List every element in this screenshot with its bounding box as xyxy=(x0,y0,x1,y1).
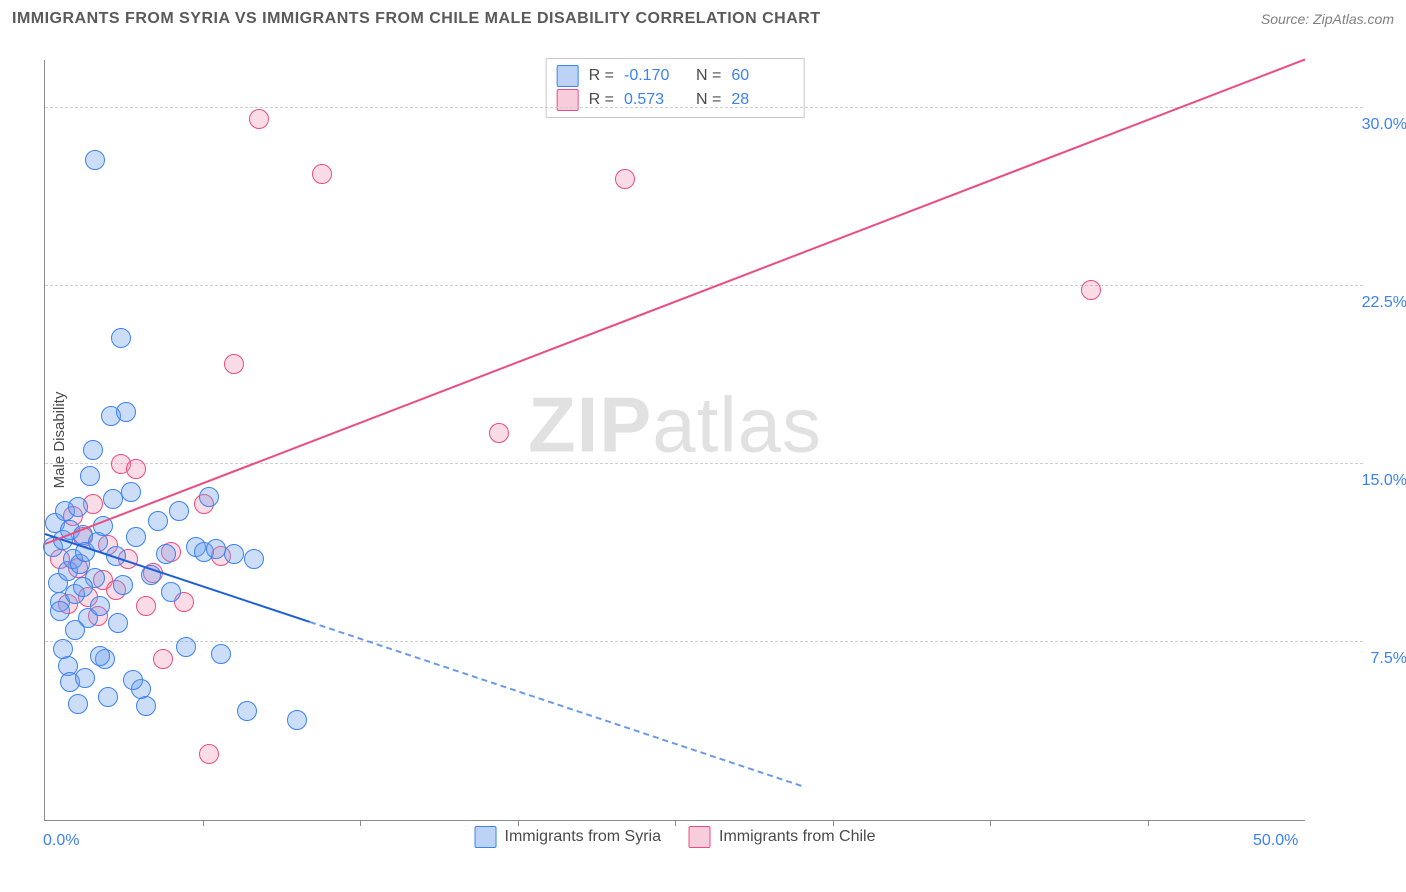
r-value: 0.573 xyxy=(624,88,686,112)
scatter-point xyxy=(126,527,146,547)
scatter-point xyxy=(161,582,181,602)
scatter-point xyxy=(65,620,85,640)
stat-row-syria: R = -0.170 N = 60 xyxy=(557,64,794,88)
scatter-point xyxy=(75,668,95,688)
gridline-h xyxy=(45,285,1363,286)
chart-title: IMMIGRANTS FROM SYRIA VS IMMIGRANTS FROM… xyxy=(12,10,821,28)
trendline-chile xyxy=(45,58,1306,544)
r-label: R = xyxy=(589,88,614,112)
scatter-point xyxy=(249,109,269,129)
scatter-point xyxy=(489,423,509,443)
scatter-point xyxy=(68,497,88,517)
x-tick-mark xyxy=(1148,820,1149,826)
x-tick-mark xyxy=(833,820,834,826)
scatter-point xyxy=(90,596,110,616)
y-tick-label: 15.0% xyxy=(1317,472,1406,490)
source-prefix: Source: xyxy=(1261,11,1313,27)
scatter-point xyxy=(224,544,244,564)
watermark-bold: ZIP xyxy=(528,380,652,468)
scatter-point xyxy=(156,544,176,564)
scatter-point xyxy=(199,487,219,507)
x-tick-mark xyxy=(203,820,204,826)
x-tick-mark xyxy=(990,820,991,826)
scatter-point xyxy=(111,328,131,348)
scatter-point xyxy=(90,646,110,666)
n-label: N = xyxy=(696,88,721,112)
scatter-point xyxy=(126,459,146,479)
scatter-point xyxy=(108,613,128,633)
scatter-point xyxy=(148,511,168,531)
scatter-point xyxy=(121,482,141,502)
scatter-point xyxy=(98,687,118,707)
bottom-legend: Immigrants from Syria Immigrants from Ch… xyxy=(475,826,876,848)
y-axis-label: Male Disability xyxy=(51,392,68,489)
scatter-point xyxy=(237,701,257,721)
swatch-syria-icon xyxy=(475,826,497,848)
y-tick-label: 7.5% xyxy=(1317,650,1406,668)
gridline-h xyxy=(45,463,1363,464)
scatter-point xyxy=(73,577,93,597)
scatter-point xyxy=(50,601,70,621)
scatter-point xyxy=(224,354,244,374)
scatter-point xyxy=(68,694,88,714)
legend-label: Immigrants from Syria xyxy=(505,828,661,846)
legend-item-syria: Immigrants from Syria xyxy=(475,826,661,848)
scatter-point xyxy=(136,596,156,616)
scatter-point xyxy=(53,639,73,659)
stat-row-chile: R = 0.573 N = 28 xyxy=(557,88,794,112)
y-tick-label: 30.0% xyxy=(1317,116,1406,134)
stat-legend: R = -0.170 N = 60 R = 0.573 N = 28 xyxy=(546,58,805,118)
scatter-point xyxy=(615,169,635,189)
scatter-point xyxy=(136,696,156,716)
x-tick-label: 50.0% xyxy=(1253,832,1298,850)
trendline-syria-extrapolated xyxy=(309,621,801,787)
watermark-rest: atlas xyxy=(652,380,822,468)
scatter-point xyxy=(85,150,105,170)
gridline-h xyxy=(45,107,1363,108)
swatch-chile-icon xyxy=(689,826,711,848)
scatter-point xyxy=(1081,280,1101,300)
source-name: ZipAtlas.com xyxy=(1313,11,1394,27)
scatter-point xyxy=(199,744,219,764)
r-label: R = xyxy=(589,64,614,88)
legend-item-chile: Immigrants from Chile xyxy=(689,826,875,848)
scatter-point xyxy=(169,501,189,521)
legend-label: Immigrants from Chile xyxy=(719,828,875,846)
scatter-point xyxy=(80,466,100,486)
y-tick-label: 22.5% xyxy=(1317,294,1406,312)
scatter-point xyxy=(83,440,103,460)
watermark: ZIPatlas xyxy=(528,379,822,470)
scatter-point xyxy=(153,649,173,669)
x-tick-mark xyxy=(675,820,676,826)
swatch-syria-icon xyxy=(557,65,579,87)
scatter-point xyxy=(211,644,231,664)
gridline-h xyxy=(45,641,1363,642)
r-value: -0.170 xyxy=(624,64,686,88)
n-label: N = xyxy=(696,64,721,88)
n-value: 60 xyxy=(731,64,793,88)
scatter-point xyxy=(287,710,307,730)
x-tick-label: 0.0% xyxy=(43,832,79,850)
scatter-point xyxy=(113,575,133,595)
x-tick-mark xyxy=(518,820,519,826)
scatter-point xyxy=(312,164,332,184)
n-value: 28 xyxy=(731,88,793,112)
chart-plot-area: Male Disability ZIPatlas R = -0.170 N = … xyxy=(44,60,1305,821)
x-tick-mark xyxy=(360,820,361,826)
swatch-chile-icon xyxy=(557,89,579,111)
scatter-point xyxy=(123,670,143,690)
scatter-point xyxy=(244,549,264,569)
scatter-point xyxy=(176,637,196,657)
scatter-point xyxy=(116,402,136,422)
source-attribution: Source: ZipAtlas.com xyxy=(1261,11,1394,27)
header: IMMIGRANTS FROM SYRIA VS IMMIGRANTS FROM… xyxy=(0,0,1406,38)
